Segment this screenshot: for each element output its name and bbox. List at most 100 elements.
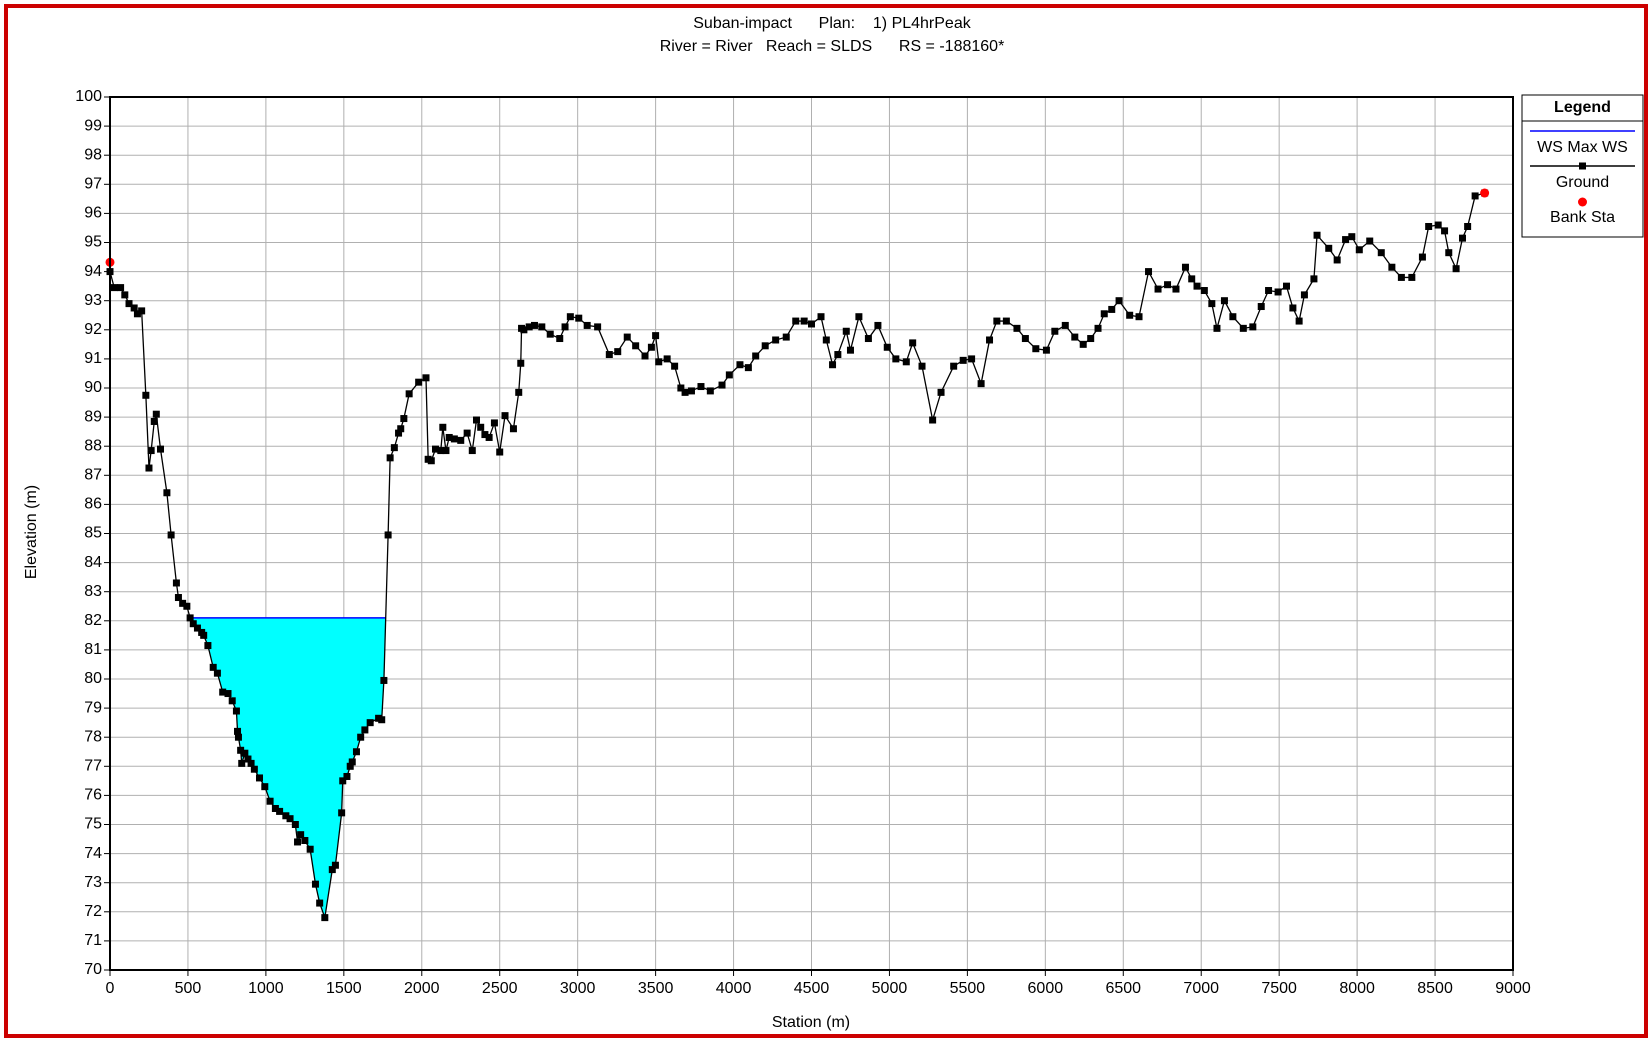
ground-point <box>1257 303 1265 311</box>
y-tick-label: 80 <box>84 670 102 687</box>
ground-point <box>1126 311 1134 319</box>
y-tick-label: 81 <box>84 641 102 658</box>
x-tick-label: 7500 <box>1261 980 1297 997</box>
y-tick-label: 93 <box>84 292 102 309</box>
ground-point <box>1094 324 1102 332</box>
x-tick-label: 6500 <box>1105 980 1141 997</box>
ground-point <box>189 620 197 628</box>
ground-point <box>647 343 655 351</box>
ground-point <box>266 797 274 805</box>
ground-point <box>311 880 319 888</box>
x-axis-label: Station (m) <box>772 1014 850 1031</box>
ground-point <box>145 464 153 472</box>
y-tick-label: 82 <box>84 612 102 629</box>
ground-point <box>1032 345 1040 353</box>
ground-point <box>133 310 141 318</box>
y-axis-label: Elevation (m) <box>23 485 40 579</box>
ground-point <box>1087 335 1095 343</box>
y-tick-label: 71 <box>84 932 102 949</box>
ground-point <box>186 614 194 622</box>
ground-point <box>725 371 733 379</box>
ground-point <box>1249 323 1257 331</box>
ground-point <box>1342 236 1350 244</box>
y-tick-label: 92 <box>84 321 102 338</box>
ground-point <box>485 433 493 441</box>
ground-point <box>481 431 489 439</box>
ground-point <box>1188 275 1196 283</box>
ground-point <box>530 321 538 329</box>
ground-point <box>822 336 830 344</box>
x-tick-label: 7000 <box>1183 980 1219 997</box>
x-tick-label: 2000 <box>404 980 440 997</box>
ground-point <box>977 380 985 388</box>
ground-point <box>357 733 365 741</box>
ground-point <box>200 631 208 639</box>
x-tick-label: 1500 <box>326 980 362 997</box>
ground-point <box>457 436 465 444</box>
ground-point <box>339 777 347 785</box>
ground-point <box>1313 231 1321 239</box>
ground-point <box>641 352 649 360</box>
ground-point <box>681 388 689 396</box>
ground-point <box>1355 246 1363 254</box>
ground-point <box>291 821 299 828</box>
ground-point <box>117 284 125 292</box>
ground-point <box>321 914 329 922</box>
y-tick-label: 99 <box>84 117 102 134</box>
ground-point <box>163 489 171 497</box>
ground-point <box>468 447 476 455</box>
ground-point <box>687 387 695 395</box>
ground-point <box>490 419 498 427</box>
x-tick-label: 1000 <box>248 980 284 997</box>
ground-point <box>232 707 240 715</box>
ground-point <box>829 361 837 369</box>
x-tick-label: 9000 <box>1495 980 1531 997</box>
ground-point <box>1239 324 1247 332</box>
ground-point <box>986 336 994 344</box>
legend-swatch <box>1579 162 1586 170</box>
legend-label: Bank Sta <box>1550 209 1615 226</box>
ground-point <box>125 300 133 308</box>
ground-point <box>228 697 236 705</box>
ground-point <box>846 346 854 354</box>
ground-point <box>338 809 346 817</box>
ground-point <box>1108 305 1116 313</box>
ground-point <box>390 444 398 452</box>
chart-subtitle: River = River Reach = SLDS RS = -188160* <box>660 38 1005 55</box>
ground-point <box>172 579 180 587</box>
ground-point <box>121 291 129 299</box>
ground-point <box>1441 227 1449 235</box>
y-tick-label: 89 <box>84 408 102 425</box>
ground-point <box>1445 249 1453 257</box>
ground-point <box>1434 221 1442 229</box>
plot-frame <box>109 96 1514 971</box>
ground-point <box>276 807 284 815</box>
ground-point <box>1145 268 1153 276</box>
ground-point <box>718 381 726 389</box>
y-tick-label: 91 <box>84 350 102 367</box>
ground-point <box>378 716 386 724</box>
ground-point <box>1213 324 1221 332</box>
ground-point <box>331 861 339 869</box>
ground-point <box>1333 256 1341 264</box>
ground-point <box>1051 327 1059 335</box>
ground-point <box>397 425 405 433</box>
ground-point <box>1274 288 1282 296</box>
ground-point <box>138 307 146 315</box>
ground-point <box>623 333 631 341</box>
y-tick-label: 90 <box>84 379 102 396</box>
ground-point <box>301 837 309 845</box>
x-tick-label: 6000 <box>1028 980 1064 997</box>
ground-point <box>761 342 769 350</box>
y-tick-label: 75 <box>84 816 102 833</box>
ground-point <box>1418 253 1426 261</box>
ground-point <box>477 423 485 431</box>
ground-point <box>566 313 574 321</box>
ground-point <box>427 457 435 465</box>
ground-point <box>1193 282 1201 290</box>
ground-point <box>1471 192 1479 200</box>
legend-label: Ground <box>1556 174 1609 191</box>
ground-point <box>294 838 302 846</box>
ground-point <box>520 326 528 334</box>
ground-point <box>463 429 471 437</box>
